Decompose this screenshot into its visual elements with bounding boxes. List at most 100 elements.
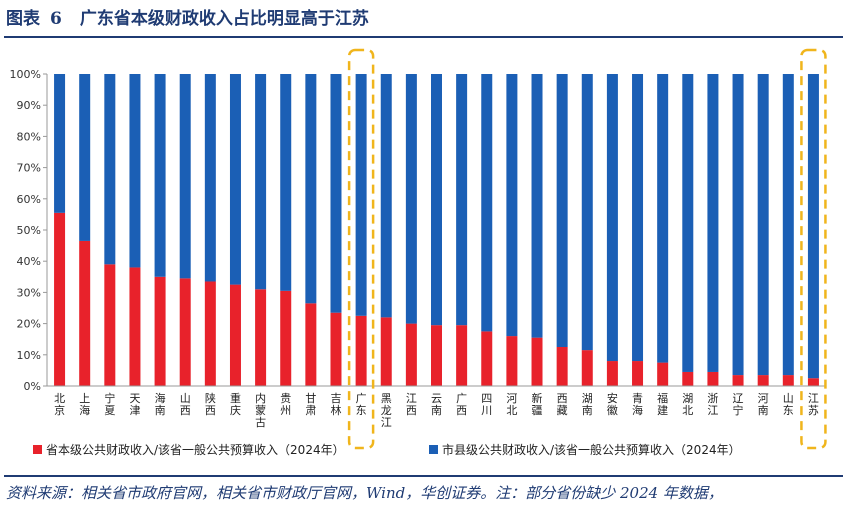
chart-title: 图表 6 广东省本级财政收入占比明显高于江苏 (6, 6, 369, 32)
y-tick-label: 80% (17, 130, 41, 143)
bar-provincial-江西 (405, 323, 417, 386)
bars (54, 74, 819, 386)
title-prefix: 图表 (6, 9, 40, 29)
x-tick-label-陕西-0: 陕 (205, 391, 216, 405)
x-tick-label-黑龙江-1: 龙 (381, 404, 392, 417)
bar-provincial-广东 (355, 315, 367, 386)
bar-city-county-四川 (481, 74, 493, 332)
x-tick-label-江苏-1: 苏 (808, 404, 819, 417)
bar-city-county-山东 (782, 74, 794, 376)
x-tick-label-重庆-1: 庆 (230, 403, 241, 417)
x-tick-label-安徽-1: 徽 (607, 403, 618, 417)
bar-provincial-广西 (456, 325, 468, 386)
x-tick-label-内蒙古-1: 蒙 (255, 404, 266, 417)
legend: 省本级公共财政收入/该省一般公共预算收入（2024年） 市县级公共财政收入/该省一… (33, 442, 741, 457)
x-tick-label-福建-1: 建 (657, 403, 668, 417)
bar-provincial-黑龙江 (380, 317, 392, 386)
bar-provincial-山西 (179, 278, 191, 386)
bar-city-county-内蒙古 (255, 74, 267, 290)
x-tick-label-新疆-0: 新 (532, 391, 543, 405)
bar-provincial-重庆 (229, 284, 241, 386)
y-tick-label: 100% (10, 68, 41, 81)
x-tick-label-贵州-0: 贵 (280, 392, 291, 405)
bar-city-county-陕西 (204, 74, 216, 282)
source-note: 资料来源：相关省市政府官网，相关省市财政厅官网，Wind，华创证券。注：部分省份… (6, 484, 723, 502)
bar-provincial-北京 (54, 212, 66, 386)
x-tick-label-黑龙江-0: 黑 (381, 392, 392, 405)
x-tick-label-河北-1: 北 (506, 404, 517, 417)
x-tick-label-宁夏-0: 宁 (104, 391, 115, 405)
bar-city-county-江西 (405, 74, 417, 324)
highlight-box-广东 (347, 48, 375, 450)
x-tick-label-北京-1: 京 (54, 403, 65, 417)
x-tick-label-青海-0: 青 (632, 392, 643, 405)
x-tick-label-湖北-0: 湖 (682, 392, 693, 405)
x-axis: 北京上海宁夏天津海南山西陕西重庆内蒙古贵州甘肃吉林广东黑龙江江西云南广西四川河北… (47, 385, 826, 429)
y-tick-label: 50% (17, 224, 41, 237)
bar-city-county-河南 (757, 74, 769, 376)
bar-city-county-广西 (456, 74, 468, 326)
x-tick-label-云南-0: 云 (431, 392, 442, 405)
x-tick-label-西藏-1: 藏 (557, 404, 568, 417)
bar-provincial-天津 (129, 267, 141, 386)
x-tick-label-甘肃-0: 甘 (305, 392, 316, 405)
bar-provincial-江苏 (807, 378, 819, 386)
bar-city-county-辽宁 (732, 74, 744, 376)
legend-label-provincial: 省本级公共财政收入/该省一般公共预算收入（2024年） (46, 442, 345, 457)
x-tick-label-海南-1: 南 (155, 404, 166, 417)
x-tick-label-辽宁-0: 辽 (733, 392, 744, 405)
bar-provincial-新疆 (531, 337, 543, 386)
bar-provincial-海南 (154, 276, 166, 386)
bar-provincial-云南 (431, 325, 442, 386)
x-tick-label-江苏-0: 江 (808, 392, 819, 405)
x-tick-label-新疆-1: 疆 (532, 404, 543, 417)
x-tick-label-四川-0: 四 (481, 392, 492, 405)
x-tick-label-河北-0: 河 (506, 392, 517, 405)
x-tick-label-江西-1: 西 (406, 404, 417, 417)
bar-city-county-重庆 (229, 74, 241, 285)
x-tick-label-浙江-0: 浙 (707, 392, 718, 405)
title-text: 广东省本级财政收入占比明显高于江苏 (79, 9, 369, 29)
legend-swatch-provincial (33, 445, 42, 454)
x-tick-label-湖南-1: 南 (582, 404, 593, 417)
title-number: 6 (50, 9, 62, 29)
bar-provincial-贵州 (280, 290, 292, 386)
x-tick-label-安徽-0: 安 (607, 391, 618, 405)
legend-label-city-county: 市县级公共财政收入/该省一般公共预算收入（2024年） (442, 442, 741, 457)
x-tick-label-重庆-0: 重 (230, 391, 241, 405)
bar-city-county-北京 (54, 74, 66, 213)
bar-provincial-湖南 (581, 350, 593, 386)
bar-city-county-宁夏 (104, 74, 116, 265)
x-tick-label-广西-1: 西 (456, 404, 467, 417)
x-tick-label-河南-0: 河 (758, 392, 769, 405)
x-tick-label-浙江-1: 江 (707, 404, 718, 417)
bar-city-county-新疆 (531, 74, 543, 338)
x-tick-label-上海-1: 海 (79, 403, 90, 417)
x-tick-label-河南-1: 南 (758, 404, 769, 417)
y-tick-label: 20% (17, 318, 41, 331)
bar-city-county-黑龙江 (380, 74, 392, 318)
y-tick-label: 30% (17, 286, 41, 299)
highlight-boxes (347, 48, 827, 450)
x-tick-label-黑龙江-2: 江 (381, 416, 392, 429)
x-tick-label-陕西-1: 西 (205, 404, 216, 417)
bar-provincial-内蒙古 (255, 289, 267, 386)
bar-city-county-江苏 (807, 74, 819, 379)
bar-provincial-吉林 (330, 312, 342, 386)
x-tick-label-山西-1: 西 (180, 404, 191, 417)
x-tick-label-天津-1: 津 (129, 404, 140, 417)
y-tick-label: 90% (17, 99, 41, 112)
footer-rule (4, 475, 843, 477)
bar-city-county-西藏 (556, 74, 568, 347)
bar-city-county-湖北 (682, 74, 694, 372)
bar-provincial-上海 (79, 240, 91, 386)
bar-provincial-河北 (506, 336, 518, 386)
y-tick-label: 10% (17, 349, 41, 362)
bar-city-county-福建 (657, 74, 669, 363)
x-tick-label-云南-1: 南 (431, 404, 442, 417)
bar-provincial-安徽 (606, 361, 618, 386)
x-tick-label-内蒙古-0: 内 (255, 391, 266, 405)
bar-city-county-湖南 (581, 74, 593, 351)
x-tick-label-青海-1: 海 (632, 403, 643, 417)
x-tick-label-上海-0: 上 (79, 392, 90, 405)
